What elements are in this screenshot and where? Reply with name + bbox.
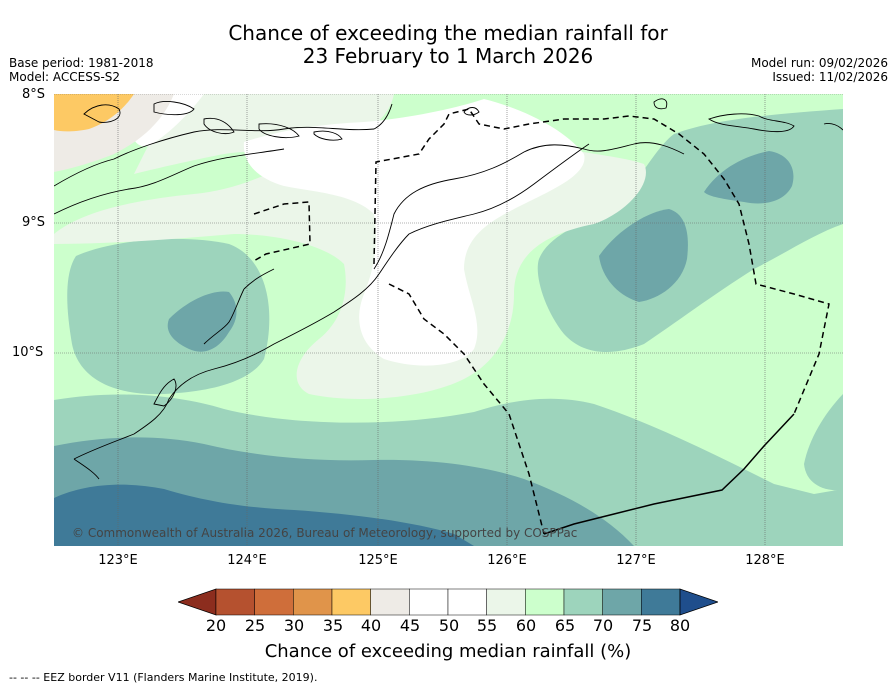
map-title-line1: Chance of exceeding the median rainfall … xyxy=(228,21,668,45)
colorbar-segment xyxy=(254,588,294,616)
colorbar-title: Chance of exceeding median rainfall (%) xyxy=(264,641,632,662)
model-run: Model run: 09/02/2026 xyxy=(750,56,888,70)
colorbar-segment xyxy=(409,588,449,616)
colorbar-segment xyxy=(331,588,371,616)
colorbar-tick: 40 xyxy=(360,616,382,635)
colorbar-segment xyxy=(447,588,487,616)
copyright-notice: © Commonwealth of Australia 2026, Bureau… xyxy=(72,526,578,540)
zone-75-80-south xyxy=(54,484,474,546)
colorbar-segment xyxy=(602,588,642,616)
colorbar-tick: 35 xyxy=(322,616,344,635)
colorbar-extend-low xyxy=(178,588,217,616)
lon-label-126e: 126°E xyxy=(487,553,527,568)
colorbar-tick: 65 xyxy=(554,616,576,635)
eez-border xyxy=(251,108,830,535)
colorbar-segment xyxy=(293,588,333,616)
colorbar-tick: 60 xyxy=(515,616,537,635)
coastlines xyxy=(54,98,843,480)
graticule xyxy=(54,94,843,546)
zone-65-70-far-east xyxy=(804,394,843,491)
zone-35-40 xyxy=(54,94,134,132)
colorbar-segment xyxy=(370,588,410,616)
colorbar-segment xyxy=(215,588,255,616)
colorbar xyxy=(178,588,718,616)
zone-70-75-east-a xyxy=(599,209,688,302)
lon-label-125e: 125°E xyxy=(358,553,398,568)
zone-65-70-west xyxy=(67,238,270,395)
colorbar-tick: 30 xyxy=(283,616,305,635)
colorbar-extend-high xyxy=(679,588,718,616)
colorbar-segment xyxy=(563,588,603,616)
lat-label-10s: 10°S xyxy=(12,345,44,360)
eez-solid-segment xyxy=(543,413,795,535)
colorbar-tick: 50 xyxy=(438,616,460,635)
zone-55-60-nw xyxy=(134,94,394,174)
colorbar-tick: 75 xyxy=(631,616,653,635)
rainfall-map xyxy=(54,94,843,546)
colorbar-tick: 70 xyxy=(592,616,614,635)
colorbar-tick: 25 xyxy=(244,616,266,635)
map-title-line2: 23 February to 1 March 2026 xyxy=(302,44,594,68)
colorbar-tick: 80 xyxy=(669,616,691,635)
lat-label-9s: 9°S xyxy=(22,215,46,230)
colorbar-segment xyxy=(641,588,681,616)
colorbar-tick: 55 xyxy=(476,616,498,635)
base-period: Base period: 1981-2018 xyxy=(9,56,154,70)
issued-date: Issued: 11/02/2026 xyxy=(772,70,888,84)
zone-70-75-east-b xyxy=(704,151,794,204)
lon-label-124e: 124°E xyxy=(227,553,267,568)
colorbar-tick: 45 xyxy=(399,616,421,635)
eez-footnote: -- -- -- EEZ border V11 (Flanders Marine… xyxy=(9,671,318,684)
lat-label-8s: 8°S xyxy=(22,87,46,102)
lon-label-123e: 123°E xyxy=(98,553,138,568)
zone-70-75-west xyxy=(167,291,237,352)
model-name: Model: ACCESS-S2 xyxy=(9,70,121,84)
lon-label-128e: 128°E xyxy=(745,553,785,568)
colorbar-segment xyxy=(486,588,526,616)
colorbar-tick: 20 xyxy=(205,616,227,635)
colorbar-segment xyxy=(525,588,565,616)
lon-label-127e: 127°E xyxy=(616,553,656,568)
